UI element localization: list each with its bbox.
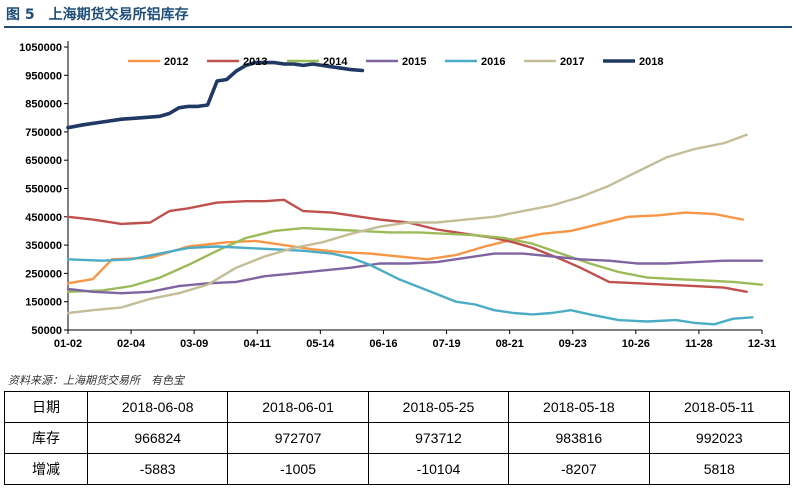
table-cell: 2018-06-08 <box>86 391 229 423</box>
x-tick-label: 03-09 <box>180 338 208 350</box>
series-line-2015 <box>66 252 764 295</box>
y-tick-label: 1050000 <box>19 42 62 54</box>
figure-title: 图 5 上海期货交易所铝库存 <box>6 4 189 24</box>
x-tick-label: 08-21 <box>496 338 524 350</box>
table-cell: 5818 <box>648 453 791 485</box>
y-tick-label: 450000 <box>25 212 62 224</box>
legend-label-2016: 2016 <box>481 56 505 68</box>
x-tick-label: 12-31 <box>748 338 776 350</box>
table-cell: 973712 <box>367 422 510 454</box>
x-tick-label: 02-04 <box>117 338 146 350</box>
table-cell: -8207 <box>508 453 650 485</box>
figure-number: 图 5 <box>6 7 35 23</box>
y-tick-label: 950000 <box>25 70 62 82</box>
legend-label-2018: 2018 <box>639 56 663 68</box>
row-header: 日期 <box>4 391 88 423</box>
series-line-2018 <box>66 60 365 130</box>
series-line-2017 <box>66 133 748 315</box>
y-tick-label: 50000 <box>31 325 62 337</box>
legend-label-2012: 2012 <box>164 56 188 68</box>
legend-label-2013: 2013 <box>243 56 267 68</box>
table-cell: 2018-05-11 <box>648 391 791 423</box>
table-cell: -10104 <box>367 453 510 485</box>
x-tick-label: 09-23 <box>559 338 587 350</box>
legend-label-2017: 2017 <box>560 56 584 68</box>
table-cell: 2018-05-18 <box>508 391 650 423</box>
table-cell: 966824 <box>86 422 229 454</box>
y-tick-label: 750000 <box>25 127 62 139</box>
table-cell: 992023 <box>648 422 791 454</box>
series-line-2013 <box>66 198 748 293</box>
y-tick-label: 850000 <box>25 99 62 111</box>
y-tick-label: 350000 <box>25 240 62 252</box>
series-line-2016 <box>66 245 754 326</box>
x-tick-label: 01-02 <box>54 338 82 350</box>
y-tick-label: 150000 <box>25 297 62 309</box>
table-cell: 2018-05-25 <box>367 391 510 423</box>
title-rule <box>4 26 792 28</box>
table-cell: -5883 <box>86 453 229 485</box>
x-tick-label: 06-16 <box>369 338 397 350</box>
table-cell: 2018-06-01 <box>227 391 369 423</box>
table-cell: 983816 <box>508 422 650 454</box>
x-tick-label: 10-26 <box>622 338 650 350</box>
source-note: 资料来源：上海期货交易所 有色宝 <box>8 374 184 387</box>
y-tick-label: 250000 <box>25 268 62 280</box>
y-tick-label: 550000 <box>25 184 62 196</box>
y-tick-label: 650000 <box>25 155 62 167</box>
series-line-2014 <box>66 226 764 293</box>
table-cell: -1005 <box>227 453 369 485</box>
figure-title-text: 上海期货交易所铝库存 <box>48 7 189 23</box>
x-tick-label: 11-28 <box>685 338 713 350</box>
aluminum-inventory-line-chart: 50000 150000 250000 350000 450000 550000 65000… <box>19 41 776 350</box>
inventory-table: 日期 2018-06-08 2018-06-01 2018-05-25 2018-05-… <box>4 391 791 485</box>
table-row: 库存 966824 972707 973712 983816 992023 <box>4 422 791 454</box>
x-tick-label: 07-19 <box>432 338 460 350</box>
row-header: 库存 <box>4 422 88 454</box>
legend-label-2015: 2015 <box>402 56 426 68</box>
x-tick-label: 05-14 <box>306 338 335 350</box>
x-tick-label: 04-11 <box>244 338 272 350</box>
table-row: 增减 -5883 -1005 -10104 -8207 5818 <box>4 453 791 485</box>
table-row: 日期 2018-06-08 2018-06-01 2018-05-25 2018-05-… <box>4 391 791 423</box>
row-header: 增减 <box>4 453 88 485</box>
table-cell: 972707 <box>227 422 369 454</box>
legend-label-2014: 2014 <box>323 56 348 68</box>
